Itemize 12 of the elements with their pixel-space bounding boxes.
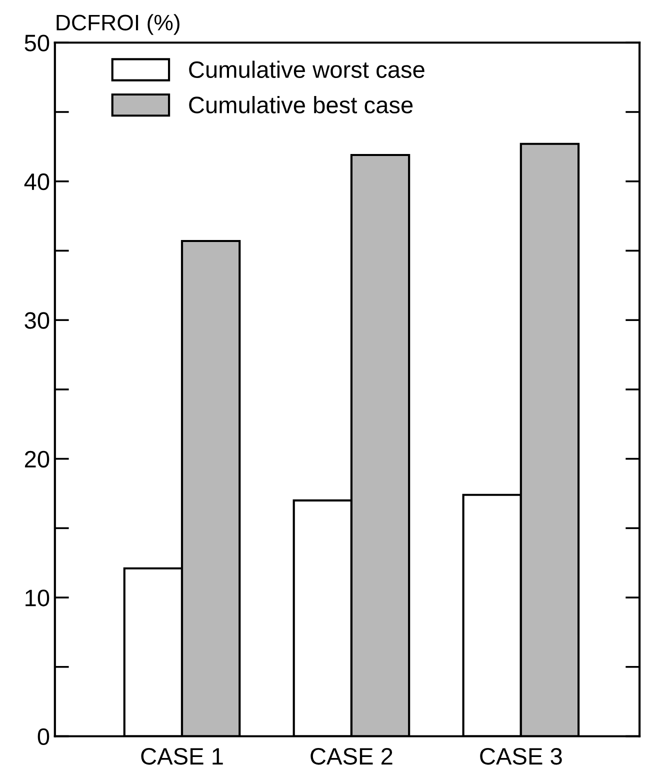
- x-tick-label: CASE 3: [480, 748, 562, 765]
- y-tick-label: 0: [38, 728, 50, 746]
- x-tick-label: CASE 2: [310, 748, 392, 765]
- y-tick-label: 20: [24, 450, 50, 468]
- y-tick-label: 40: [24, 173, 50, 190]
- y-axis-title: DCFROI (%): [56, 14, 180, 35]
- y-tick-label: 50: [24, 34, 50, 52]
- x-tick-label: CASE 1: [141, 748, 223, 765]
- legend-label: Cumulative best case: [189, 96, 413, 114]
- y-tick-label: 30: [24, 312, 50, 329]
- y-tick-label: 10: [26, 590, 50, 606]
- legend-label: Cumulative worst case: [189, 60, 424, 78]
